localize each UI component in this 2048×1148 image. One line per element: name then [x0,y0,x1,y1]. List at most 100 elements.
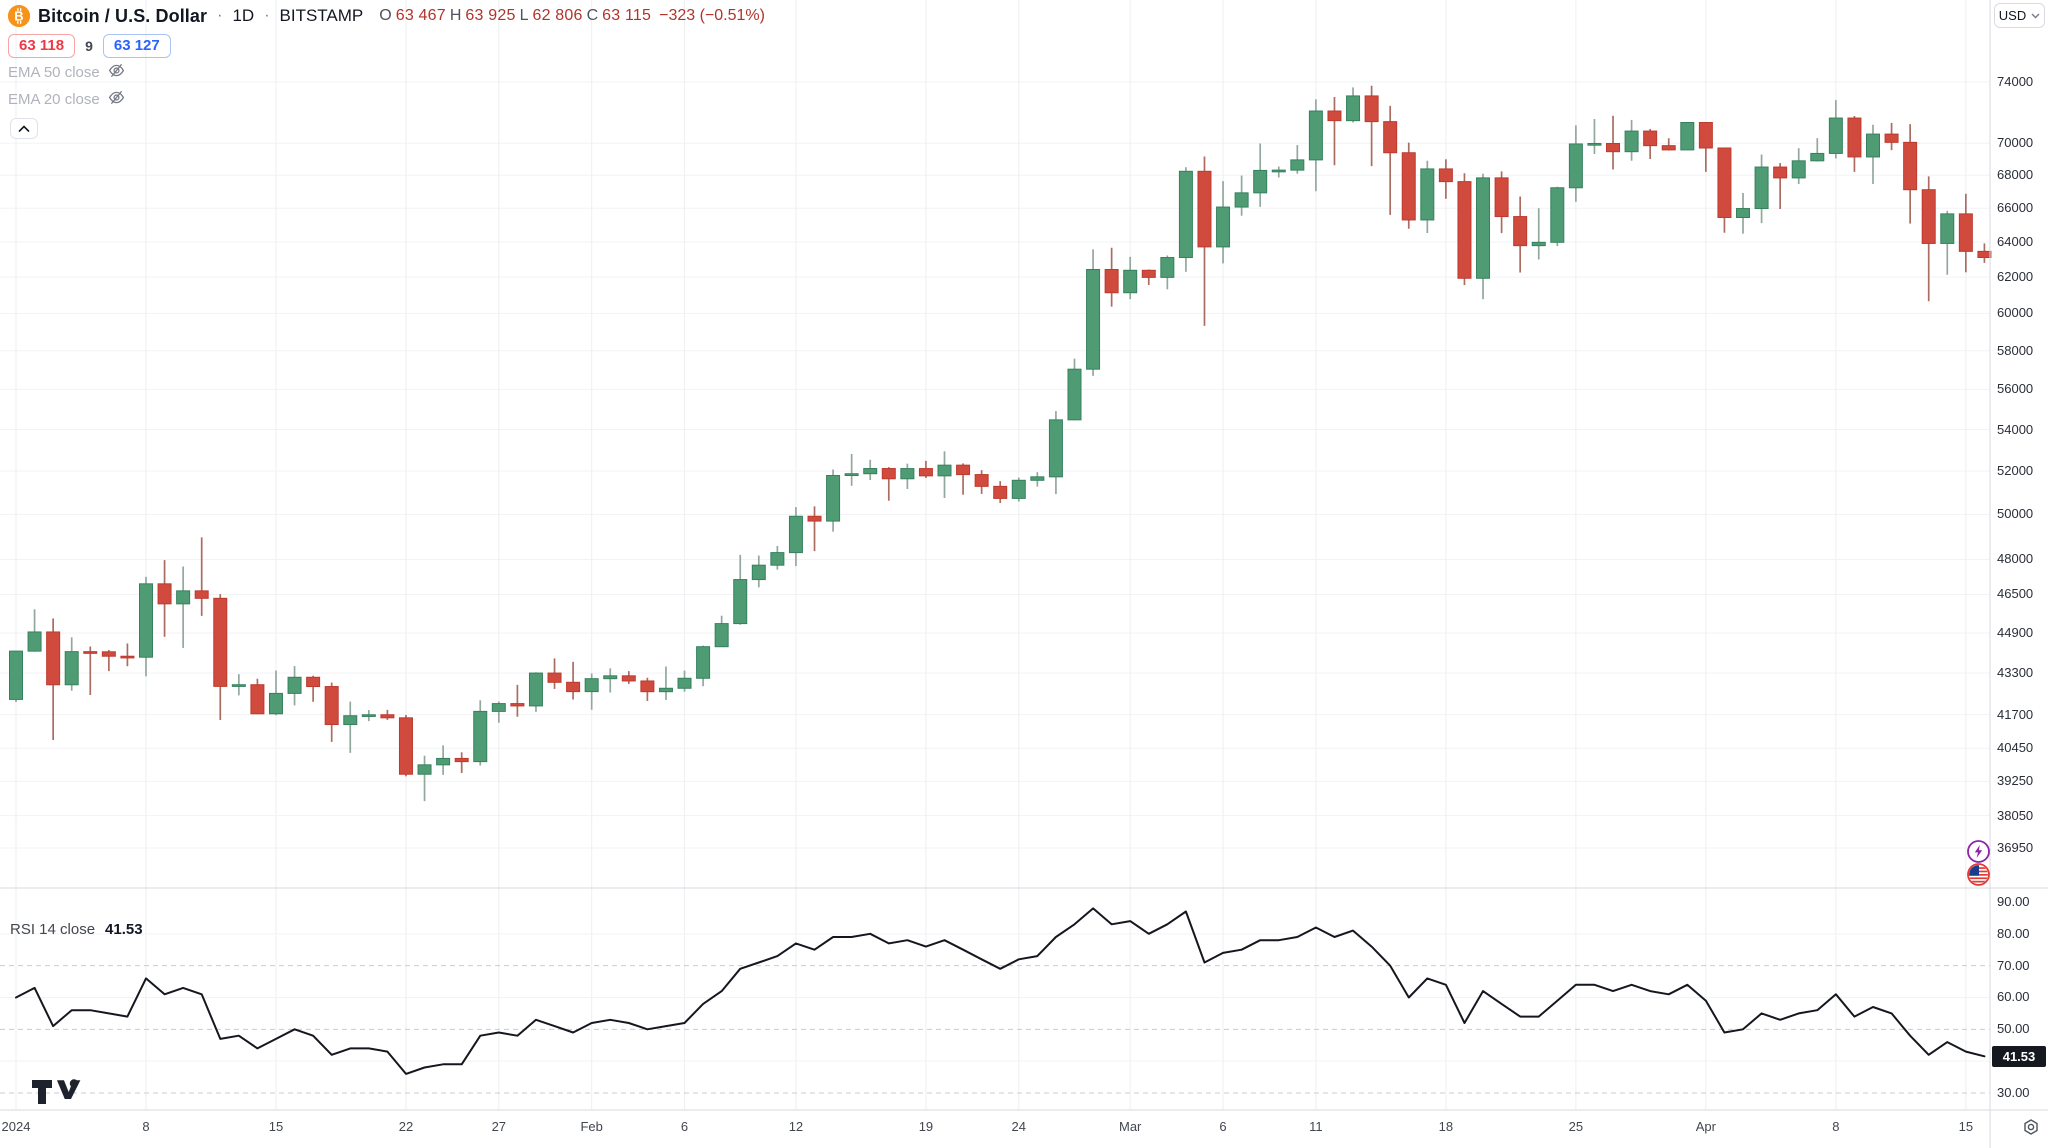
candle[interactable] [1698,121,1713,149]
candle[interactable] [120,655,135,659]
candle[interactable] [1828,117,1843,154]
candle[interactable] [1736,208,1751,218]
candle[interactable] [1754,166,1769,210]
candle[interactable] [1773,166,1788,179]
candle[interactable] [1476,177,1491,279]
candle[interactable] [1308,110,1323,161]
candle[interactable] [64,651,79,686]
candle[interactable] [231,684,246,687]
usd-flag-button[interactable] [1966,862,1991,892]
candle[interactable] [1457,181,1472,279]
candle[interactable] [1680,121,1695,151]
candle[interactable] [176,590,191,605]
candle[interactable] [1383,121,1398,154]
candle[interactable] [918,468,933,477]
candle[interactable] [751,564,766,581]
candle[interactable] [621,675,636,682]
candle[interactable] [1011,479,1026,499]
candle[interactable] [250,684,265,715]
candle[interactable] [1884,133,1899,143]
candle[interactable] [714,623,729,648]
candle[interactable] [1810,152,1825,162]
candle[interactable] [436,757,451,766]
candle[interactable] [454,757,469,763]
candle[interactable] [1494,177,1509,218]
candle[interactable] [157,583,172,605]
candle[interactable] [937,464,952,477]
symbol-title[interactable]: Bitcoin / U.S. Dollar [38,5,208,26]
candle[interactable] [900,468,915,480]
quick-trade-lightning-button[interactable] [1966,839,1991,869]
candle[interactable] [417,764,432,775]
candle[interactable] [268,692,283,715]
candle[interactable] [1643,130,1658,147]
candle[interactable] [1587,142,1602,146]
candle[interactable] [473,710,488,763]
candle[interactable] [1048,419,1063,478]
candle[interactable] [1791,160,1806,179]
candle[interactable] [1550,187,1565,243]
candle[interactable] [83,651,98,654]
eye-off-icon[interactable] [108,62,125,83]
candle[interactable] [881,468,896,480]
candle[interactable] [1271,169,1286,173]
candle[interactable] [658,687,673,693]
candle[interactable] [1866,133,1880,158]
candle[interactable] [343,715,358,726]
symbol-legend[interactable]: B Bitcoin / U.S. Dollar · 1D · BITSTAMP … [8,3,765,29]
candle[interactable] [584,678,599,693]
candle[interactable] [677,677,692,689]
candle[interactable] [1234,192,1249,208]
candle[interactable] [807,515,822,522]
ask-price-button[interactable]: 63 127 [102,34,171,58]
candle[interactable] [101,651,116,657]
candle[interactable] [1606,142,1621,153]
candle[interactable] [974,474,989,487]
candle[interactable] [1661,145,1676,151]
candle[interactable] [1197,170,1212,248]
candle[interactable] [1717,147,1732,218]
candle[interactable] [213,597,228,687]
candle[interactable] [491,703,506,712]
candle[interactable] [1847,117,1862,158]
candle[interactable] [510,703,525,707]
candle[interactable] [138,583,153,658]
candle[interactable] [1568,143,1583,189]
candle[interactable] [1141,269,1156,278]
candle[interactable] [1178,170,1193,259]
candle[interactable] [826,475,841,522]
currency-selector[interactable]: USD [1994,3,2045,28]
candle[interactable] [1401,152,1416,221]
time-axis-settings-button[interactable] [2020,1117,2042,1144]
candle[interactable] [27,631,42,652]
candle[interactable] [733,579,748,625]
exchange-label[interactable]: BITSTAMP [279,6,364,25]
candle[interactable] [1216,206,1231,248]
candle[interactable] [306,676,321,688]
candle[interactable] [1903,141,1918,191]
candle[interactable] [1438,168,1453,183]
candle[interactable] [1977,250,1992,258]
candle[interactable] [1067,368,1082,421]
candle[interactable] [1086,268,1101,370]
candle[interactable] [788,515,803,554]
candle[interactable] [1123,269,1138,294]
candle[interactable] [398,717,413,775]
candle[interactable] [1940,213,1955,244]
candle[interactable] [1624,130,1639,153]
rsi-legend[interactable]: RSI 14 close 41.53 [10,921,143,938]
candle[interactable] [1513,216,1528,247]
candle[interactable] [1290,159,1305,171]
candle[interactable] [1921,189,1936,244]
candle[interactable] [603,675,618,680]
candle[interactable] [528,672,543,707]
eye-off-icon[interactable] [108,89,125,110]
candle[interactable] [1364,95,1379,123]
candle[interactable] [566,681,581,693]
candle[interactable] [361,714,376,717]
candle[interactable] [770,552,785,566]
candle[interactable] [993,485,1008,499]
candle[interactable] [324,686,339,726]
tradingview-logo[interactable] [30,1074,96,1111]
indicator-row-ema50[interactable]: EMA 50 close [8,59,765,85]
